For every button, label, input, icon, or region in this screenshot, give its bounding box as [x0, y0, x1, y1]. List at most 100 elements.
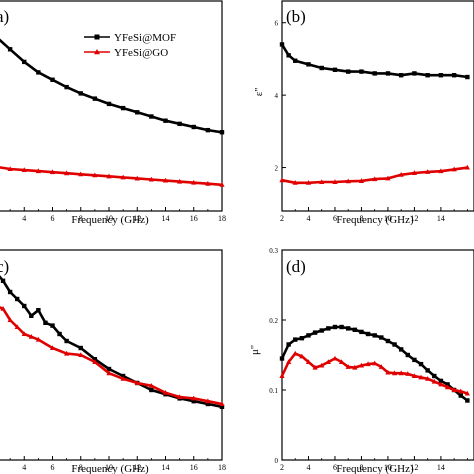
data-point — [319, 179, 325, 185]
data-point — [312, 364, 318, 370]
data-point — [191, 124, 196, 130]
data-point — [219, 401, 225, 406]
data-point — [64, 338, 69, 344]
legend-marker — [94, 34, 100, 40]
x-axis-label: Frequency (GHz) — [71, 214, 149, 226]
x-tick-label: 2 — [280, 214, 284, 223]
data-point — [293, 337, 298, 342]
x-tick-label: 4 — [306, 214, 310, 223]
data-point — [425, 368, 430, 373]
data-point — [92, 359, 98, 364]
data-point — [292, 179, 298, 185]
data-point — [64, 350, 70, 356]
y-axis-label: ε'' — [253, 88, 265, 97]
data-point — [64, 170, 70, 176]
data-point — [148, 383, 154, 388]
data-point — [205, 127, 211, 133]
data-point — [21, 331, 27, 336]
y-axis-label: μ'' — [249, 345, 261, 355]
data-point — [36, 70, 41, 75]
x-tick-label: 2 — [280, 463, 284, 472]
data-point — [405, 371, 411, 376]
series-yfesi-go — [279, 350, 470, 396]
data-point — [299, 353, 305, 359]
data-point — [78, 91, 83, 96]
series-line — [0, 275, 223, 409]
data-point — [177, 178, 183, 184]
y-tick-label: 0.3 — [269, 247, 278, 255]
x-tick-label: 12 — [133, 214, 141, 223]
x-tick-label: 4 — [22, 463, 26, 472]
y-tick-label: 2 — [275, 165, 279, 173]
data-point — [219, 404, 225, 409]
data-point — [7, 317, 13, 322]
panel-b: 2 4 6 8 10 12 14 2 4 6 (b) Frequency (GHz) ε'' — [253, 0, 474, 226]
data-point — [444, 384, 451, 390]
data-point — [135, 110, 140, 115]
data-point — [22, 59, 27, 65]
x-tick-label: 16 — [190, 463, 198, 472]
data-point — [438, 381, 444, 387]
x-tick-label: 4 — [306, 463, 310, 472]
data-point — [418, 361, 424, 367]
data-point — [458, 388, 464, 394]
data-point — [279, 42, 285, 47]
data-point — [22, 303, 27, 309]
data-point — [78, 352, 84, 357]
series-yfesi-go — [279, 164, 470, 185]
data-point — [177, 121, 182, 127]
x-tick-label: 10 — [105, 214, 113, 223]
data-point — [398, 347, 404, 352]
data-point — [0, 306, 6, 311]
data-point — [78, 171, 84, 177]
data-point — [345, 364, 351, 369]
y-tick-label: 4 — [275, 92, 279, 100]
data-point — [372, 71, 377, 76]
data-point — [431, 378, 437, 384]
data-point — [385, 338, 391, 344]
panel-d: 2 4 6 8 10 12 14 0 0.1 0.2 0.3 (d) Frequency (GHz) μ'… — [249, 247, 474, 474]
data-point — [418, 374, 424, 380]
data-point — [7, 289, 13, 295]
data-point — [358, 362, 365, 368]
legend: YFeSi@MOF YFeSi@GO — [84, 32, 176, 59]
data-point — [134, 175, 140, 181]
data-point — [306, 333, 311, 338]
x-tick-label: 6 — [51, 463, 55, 472]
data-point — [411, 373, 418, 378]
data-point — [379, 335, 384, 340]
x-tick-label: 14 — [437, 214, 445, 223]
data-point — [372, 176, 378, 182]
panel-label: c) — [0, 257, 9, 276]
series-line — [0, 306, 223, 406]
x-tick-label: 8 — [79, 214, 83, 223]
data-point — [191, 179, 197, 185]
data-point — [425, 169, 431, 174]
data-point — [120, 376, 126, 381]
data-point — [339, 324, 344, 330]
x-tick-label: 18 — [218, 214, 226, 223]
data-point — [279, 356, 285, 361]
data-point — [205, 401, 211, 407]
data-point — [286, 53, 291, 58]
data-point — [465, 398, 470, 403]
data-point — [306, 62, 311, 67]
data-point — [177, 394, 183, 399]
x-tick-label: 10 — [384, 463, 392, 472]
data-point — [346, 326, 351, 331]
plot-frame — [281, 0, 474, 212]
x-tick-label: 12 — [133, 463, 141, 472]
data-point — [425, 73, 430, 78]
data-point — [372, 360, 378, 366]
panel-label: (b) — [286, 7, 306, 26]
data-point — [50, 323, 55, 328]
data-point — [149, 387, 154, 393]
data-point — [7, 47, 13, 52]
data-point — [286, 359, 292, 364]
data-point — [49, 345, 56, 350]
data-point — [163, 118, 168, 123]
data-point — [92, 96, 98, 101]
data-point — [106, 173, 112, 179]
x-axis-label: Frequency (GHz) — [336, 463, 414, 474]
data-point — [299, 336, 305, 341]
